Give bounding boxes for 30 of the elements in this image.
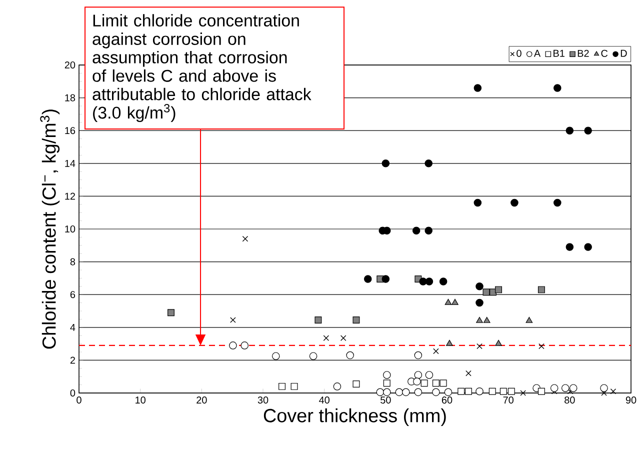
y-tick-label: 14: [65, 160, 76, 167]
y-tick-label: 8: [70, 258, 76, 266]
y-tick-label: 2: [70, 356, 75, 364]
y-tick-label: 20: [64, 61, 76, 69]
annotation: Limit chloride concentration against corrosion on assumption that corrosion of levels C and above is attributable to chloride attack (3.0 kg/m$^{3}$): [92, 14, 312, 122]
x-tick-label: 30: [258, 396, 268, 404]
y-axis-title: Chloride content (Cl$^{−}$, kg/m$^{3}$): [40, 110, 60, 349]
legend-label: D: [620, 50, 627, 57]
x-axis-title: Cover thickness (mm): [264, 408, 446, 426]
x-tick-label: 60: [442, 396, 452, 404]
y-tick-label: 10: [65, 225, 76, 233]
x-tick-label: 40: [319, 396, 330, 404]
y-tick-label: 4: [70, 324, 76, 331]
x-tick-label: 50: [380, 396, 391, 404]
legend-label: B2: [578, 50, 589, 57]
legend-label: 0: [516, 50, 522, 57]
x-tick-label: 0: [76, 396, 82, 404]
x-tick-label: 20: [196, 396, 207, 404]
x-tick-label: 10: [136, 396, 146, 404]
y-tick-label: 0: [70, 389, 76, 397]
legend-label: C: [601, 50, 608, 57]
x-tick-label: 90: [626, 396, 636, 404]
x-tick-label: 70: [503, 396, 514, 404]
y-tick-label: 16: [65, 127, 76, 134]
legend-label: A: [534, 50, 541, 57]
y-tick-label: 12: [65, 192, 75, 200]
x-tick-label: 80: [564, 396, 575, 404]
y-tick-label: 18: [65, 94, 76, 102]
y-tick-label: 6: [70, 291, 76, 298]
legend-label: B1: [554, 50, 564, 57]
